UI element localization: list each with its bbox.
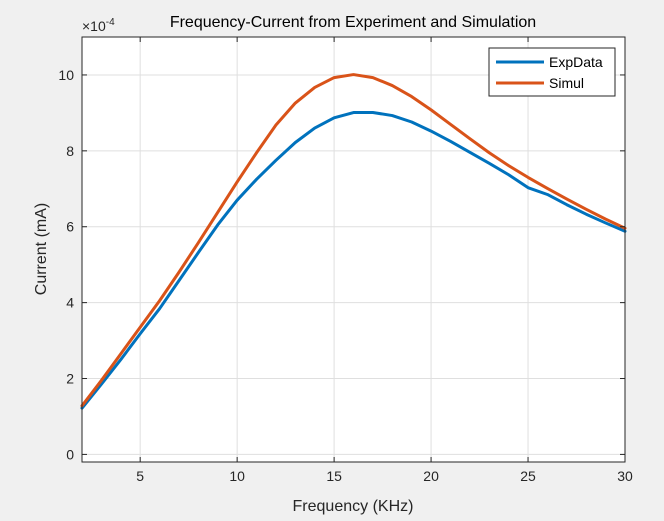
x-axis-label: Frequency (KHz) (293, 498, 414, 515)
y-tick-label: 0 (66, 446, 74, 462)
x-axis-ticks: 5 10 15 20 25 30 (136, 37, 633, 484)
series-lines (80, 73, 627, 410)
x-tick-label: 15 (326, 468, 342, 484)
y-tick-label: 10 (58, 67, 74, 83)
y-axis-label: Current (mA) (33, 203, 50, 295)
plot-border (81, 36, 626, 463)
x-tick-label: 5 (136, 468, 144, 484)
axes: 5 10 15 20 25 30 0 2 4 6 8 10 (58, 36, 633, 484)
legend-label-simul: Simul (549, 75, 584, 91)
y-axis-exponent-power: -4 (106, 17, 115, 28)
y-tick-label: 4 (66, 295, 74, 311)
series-line-simul (80, 73, 627, 408)
legend-box (488, 47, 616, 97)
y-axis-ticks: 0 2 4 6 8 10 (58, 67, 625, 462)
legend: ExpData Simul (488, 47, 616, 97)
x-tick-label: 30 (617, 468, 633, 484)
legend-label-expdata: ExpData (549, 54, 603, 70)
grid-lines (82, 37, 626, 462)
y-tick-label: 2 (66, 371, 74, 387)
y-tick-label: 8 (66, 143, 74, 159)
series-line-expdata (80, 111, 627, 410)
y-axis-exponent-base: ×10 (82, 18, 106, 34)
chart-title: Frequency-Current from Experiment and Si… (170, 14, 536, 31)
y-axis-exponent: ×10-4 (82, 17, 115, 34)
y-tick-label: 6 (66, 219, 74, 235)
x-tick-label: 25 (520, 468, 536, 484)
x-tick-label: 20 (423, 468, 439, 484)
x-tick-label: 10 (229, 468, 245, 484)
plot-area (82, 37, 625, 462)
